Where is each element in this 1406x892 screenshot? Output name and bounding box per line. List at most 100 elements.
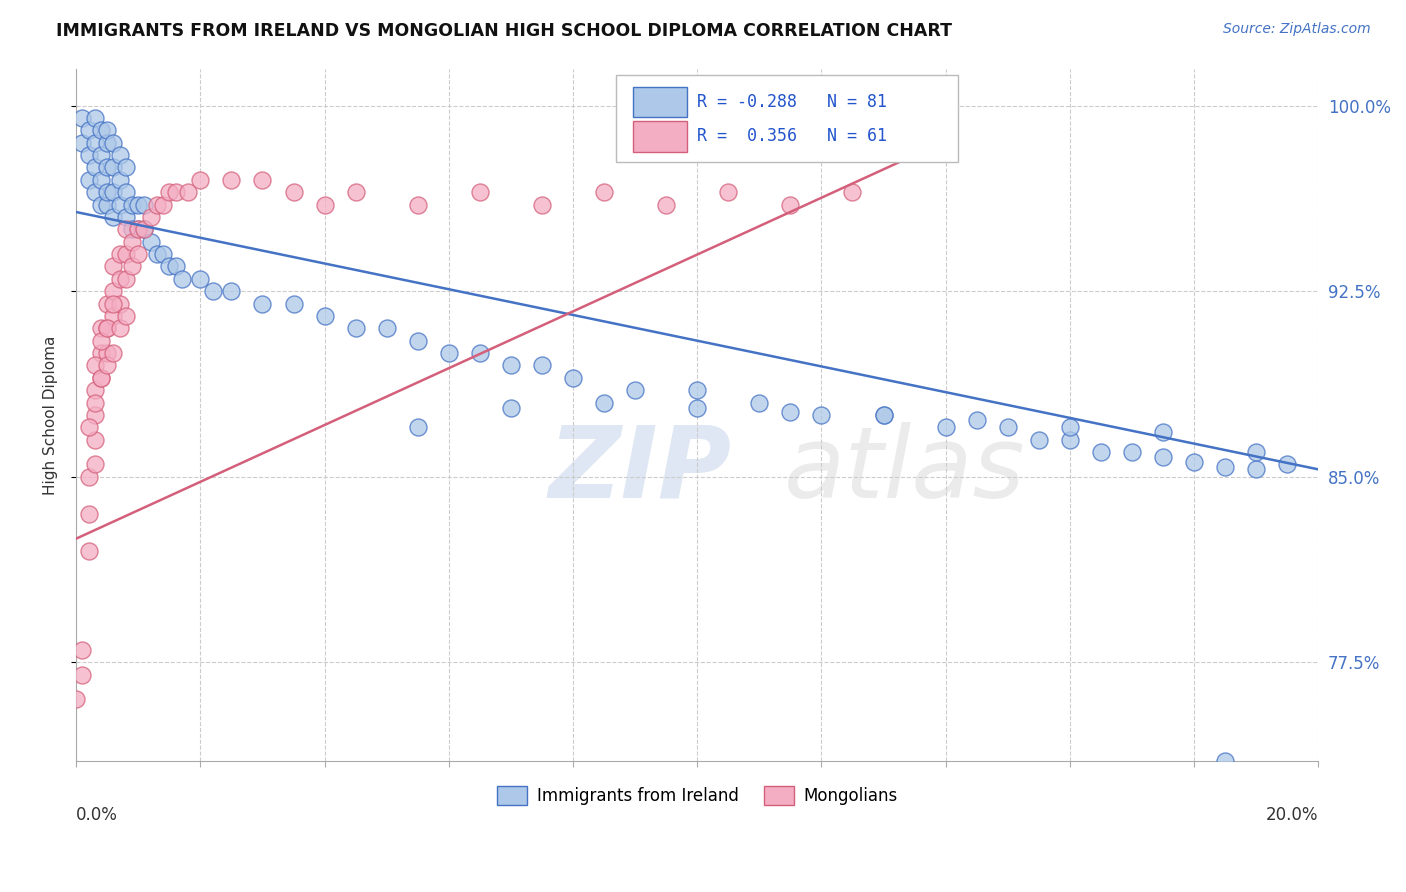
Point <box>344 321 367 335</box>
Point <box>121 260 143 274</box>
Point <box>779 197 801 211</box>
Point <box>221 173 243 187</box>
Point <box>177 186 200 200</box>
Point <box>157 186 180 200</box>
Point <box>283 296 305 310</box>
Point <box>134 222 156 236</box>
Point <box>83 433 105 447</box>
Point <box>1121 445 1143 459</box>
Point <box>872 408 894 422</box>
Point <box>108 296 131 310</box>
Point <box>468 186 491 200</box>
Point <box>77 123 100 137</box>
Text: R =  0.356   N = 61: R = 0.356 N = 61 <box>697 128 887 145</box>
Point <box>530 197 553 211</box>
Point <box>83 395 105 409</box>
Point <box>72 667 94 681</box>
Point <box>810 408 832 422</box>
Point <box>872 408 894 422</box>
Point <box>77 148 100 162</box>
Point <box>406 334 429 348</box>
Point <box>108 321 131 335</box>
Point <box>96 359 118 373</box>
Point <box>530 359 553 373</box>
Point <box>655 197 678 211</box>
Point <box>134 222 156 236</box>
Point <box>90 371 112 385</box>
Point <box>77 544 100 558</box>
Text: 0.0%: 0.0% <box>76 805 118 824</box>
Point <box>103 284 125 298</box>
Point <box>83 359 105 373</box>
Point <box>127 222 149 236</box>
Y-axis label: High School Diploma: High School Diploma <box>44 335 58 494</box>
Point <box>83 186 105 200</box>
Point <box>90 321 112 335</box>
Point <box>1028 433 1050 447</box>
Point <box>841 186 863 200</box>
Point <box>252 173 274 187</box>
Point <box>115 309 138 323</box>
Point <box>96 123 118 137</box>
Point <box>121 197 143 211</box>
Point <box>115 222 138 236</box>
Point <box>103 346 125 360</box>
Point <box>593 395 616 409</box>
Legend: Immigrants from Ireland, Mongolians: Immigrants from Ireland, Mongolians <box>491 780 904 812</box>
Point <box>717 186 740 200</box>
Point <box>96 197 118 211</box>
Point <box>121 235 143 249</box>
Point <box>96 186 118 200</box>
Point <box>375 321 398 335</box>
Point <box>165 260 187 274</box>
Point <box>344 186 367 200</box>
Point <box>127 247 149 261</box>
Point <box>77 470 100 484</box>
Point <box>90 346 112 360</box>
Text: 20.0%: 20.0% <box>1265 805 1319 824</box>
Point <box>83 161 105 175</box>
Point <box>96 346 118 360</box>
Point <box>90 371 112 385</box>
Point <box>72 643 94 657</box>
Point <box>146 197 169 211</box>
Point <box>966 413 988 427</box>
Point <box>1244 445 1267 459</box>
Point <box>314 309 336 323</box>
Point <box>314 197 336 211</box>
Point <box>72 136 94 150</box>
Point <box>406 197 429 211</box>
Point <box>127 197 149 211</box>
Point <box>190 272 212 286</box>
Point <box>221 284 243 298</box>
Point <box>152 247 174 261</box>
Point <box>115 210 138 224</box>
Point <box>96 321 118 335</box>
Point <box>624 383 647 397</box>
Point <box>499 359 522 373</box>
Point <box>748 395 770 409</box>
Point <box>1213 755 1236 769</box>
Point <box>96 321 118 335</box>
Point <box>283 186 305 200</box>
Point <box>103 296 125 310</box>
Point <box>139 210 162 224</box>
Point <box>115 272 138 286</box>
FancyBboxPatch shape <box>633 87 688 117</box>
Point <box>65 692 87 706</box>
Point <box>127 222 149 236</box>
Point <box>146 247 169 261</box>
Point <box>437 346 460 360</box>
Point <box>190 173 212 187</box>
Point <box>779 405 801 419</box>
Point <box>96 136 118 150</box>
Point <box>108 247 131 261</box>
Point <box>1152 450 1174 464</box>
Point <box>252 296 274 310</box>
Text: IMMIGRANTS FROM IRELAND VS MONGOLIAN HIGH SCHOOL DIPLOMA CORRELATION CHART: IMMIGRANTS FROM IRELAND VS MONGOLIAN HIG… <box>56 22 952 40</box>
Point <box>134 197 156 211</box>
Point <box>1152 425 1174 440</box>
Point <box>108 173 131 187</box>
Point <box>77 420 100 434</box>
Point <box>83 111 105 125</box>
